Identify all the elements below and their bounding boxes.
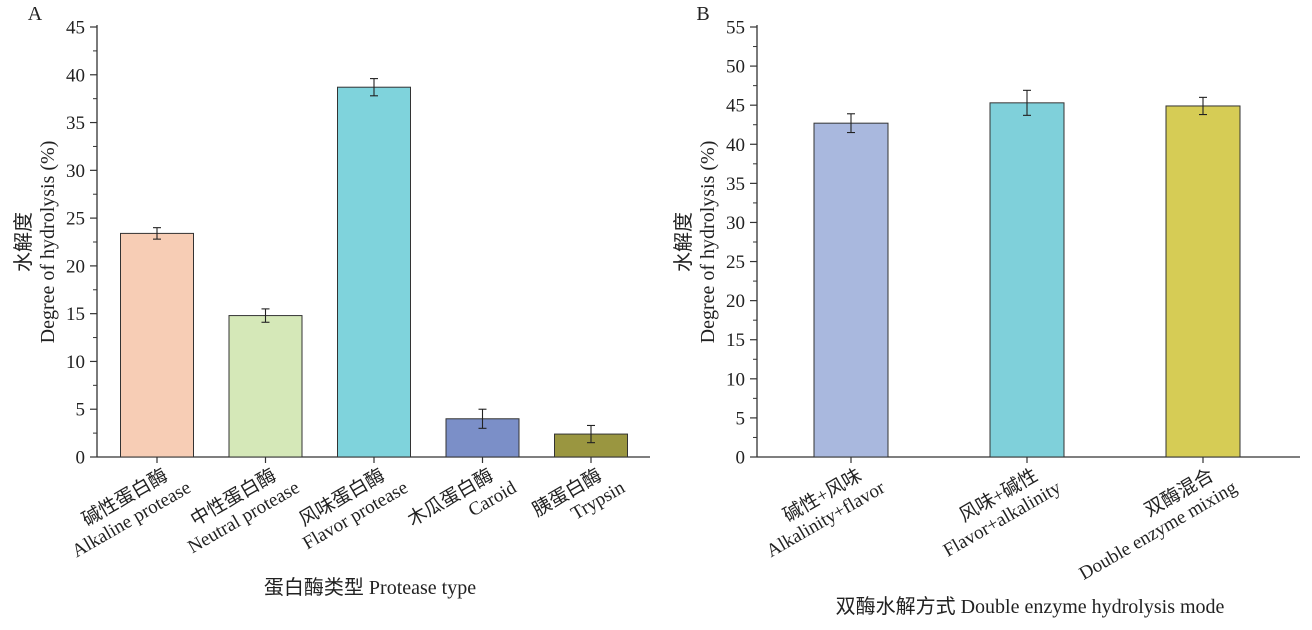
bar [989, 102, 1065, 458]
y-tick-label: 20 [726, 291, 745, 312]
panel-label: A [28, 3, 43, 25]
y-tick-label: 35 [726, 174, 745, 195]
y-tick-label: 15 [66, 304, 85, 325]
y-tick-label: 15 [726, 330, 745, 351]
y-tick-label: 5 [76, 400, 86, 421]
y-tick-label: 0 [736, 448, 746, 469]
bar [813, 122, 889, 458]
y-tick-label: 20 [66, 256, 85, 277]
bar [337, 86, 411, 458]
y-tick-label: 45 [726, 96, 745, 117]
panel-label: B [696, 3, 709, 25]
y-tick-label: 10 [726, 369, 745, 390]
panel-b: B 0 5 10 15 20 25 30 35 40 45 50 55 水解度 Degree of hydr… [672, 3, 1300, 618]
y-axis-title-zh: 水解度 [672, 212, 695, 272]
y-axis-title-zh: 水解度 [12, 212, 35, 272]
y-tick-label: 10 [66, 352, 85, 373]
y-tick-label: 25 [726, 252, 745, 273]
y-axis-title-en: Degree of hydrolysis (%) [697, 141, 719, 344]
bar [1165, 105, 1241, 458]
x-axis-title: 蛋白酶类型 Protease type [264, 576, 476, 599]
y-tick-label: 40 [726, 135, 745, 156]
y-tick-label: 45 [66, 18, 85, 39]
y-tick-label: 30 [66, 161, 85, 182]
y-tick-label: 0 [76, 448, 86, 469]
panel-a: A 0 5 10 15 20 25 30 35 40 45 水解度 Degree of hydrolys… [12, 3, 650, 599]
y-tick-label: 5 [736, 408, 746, 429]
x-axis-title: 双酶水解方式 Double enzyme hydrolysis mode [836, 595, 1225, 618]
y-tick-label: 50 [726, 57, 745, 78]
bar [228, 315, 303, 458]
bar [120, 232, 194, 458]
y-tick-label: 30 [726, 213, 745, 234]
y-axis-title-en: Degree of hydrolysis (%) [37, 141, 59, 344]
y-tick-label: 25 [66, 209, 85, 230]
y-tick-label: 35 [66, 113, 85, 134]
y-tick-label: 55 [726, 18, 745, 39]
y-tick-label: 40 [66, 65, 85, 86]
